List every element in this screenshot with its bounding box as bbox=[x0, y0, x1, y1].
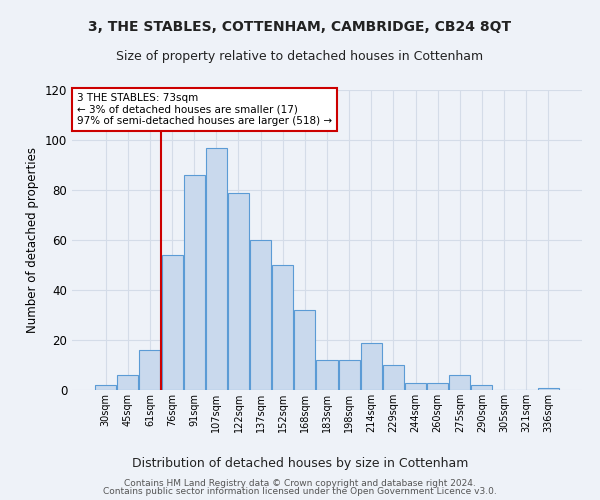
Bar bbox=[206, 148, 227, 390]
Bar bbox=[538, 388, 559, 390]
Text: 3, THE STABLES, COTTENHAM, CAMBRIDGE, CB24 8QT: 3, THE STABLES, COTTENHAM, CAMBRIDGE, CB… bbox=[88, 20, 512, 34]
Text: Contains public sector information licensed under the Open Government Licence v3: Contains public sector information licen… bbox=[103, 487, 497, 496]
Bar bbox=[405, 382, 426, 390]
Bar bbox=[272, 265, 293, 390]
Bar bbox=[139, 350, 160, 390]
Bar bbox=[184, 175, 205, 390]
Bar bbox=[228, 192, 249, 390]
Bar bbox=[472, 385, 493, 390]
Bar bbox=[250, 240, 271, 390]
Text: Size of property relative to detached houses in Cottenham: Size of property relative to detached ho… bbox=[116, 50, 484, 63]
Text: Contains HM Land Registry data © Crown copyright and database right 2024.: Contains HM Land Registry data © Crown c… bbox=[124, 478, 476, 488]
Bar bbox=[383, 365, 404, 390]
Y-axis label: Number of detached properties: Number of detached properties bbox=[26, 147, 39, 333]
Text: 3 THE STABLES: 73sqm
← 3% of detached houses are smaller (17)
97% of semi-detach: 3 THE STABLES: 73sqm ← 3% of detached ho… bbox=[77, 93, 332, 126]
Bar bbox=[427, 382, 448, 390]
Text: Distribution of detached houses by size in Cottenham: Distribution of detached houses by size … bbox=[132, 458, 468, 470]
Bar bbox=[338, 360, 359, 390]
Bar bbox=[295, 310, 316, 390]
Bar bbox=[316, 360, 338, 390]
Bar bbox=[118, 375, 139, 390]
Bar bbox=[161, 255, 182, 390]
Bar bbox=[95, 385, 116, 390]
Bar bbox=[361, 342, 382, 390]
Bar bbox=[449, 375, 470, 390]
